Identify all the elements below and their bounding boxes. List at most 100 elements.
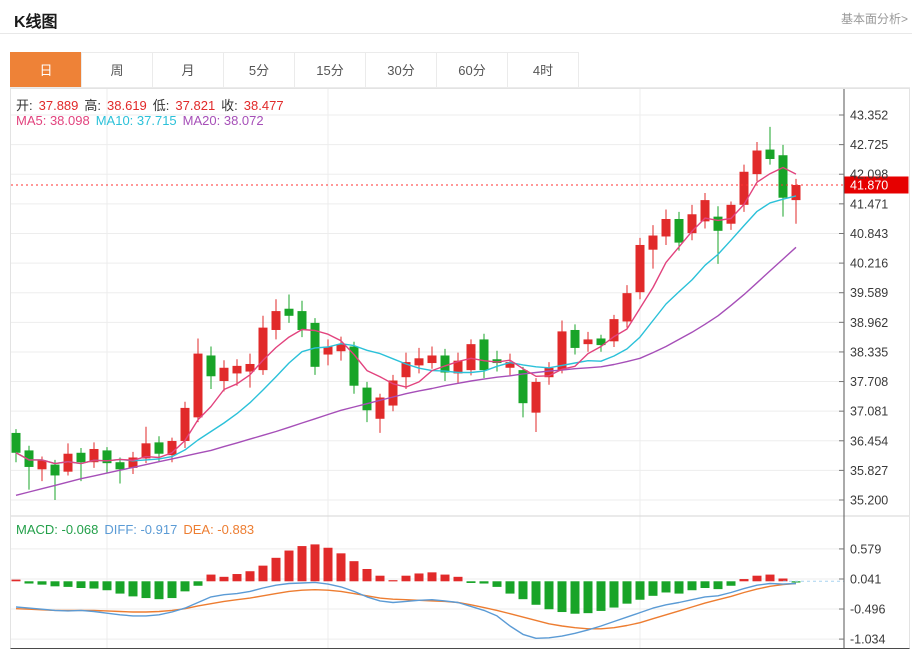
- macd-bar-neg: [141, 581, 151, 599]
- candle-body-up: [63, 453, 73, 472]
- macd-bar-pos: [284, 550, 294, 582]
- macd-bar-neg: [102, 581, 112, 591]
- tab-bar-underline: [10, 87, 910, 88]
- y-axis-label: 39.589: [850, 286, 888, 300]
- candle-body-up: [219, 367, 229, 381]
- y-axis-label: 35.200: [850, 494, 888, 508]
- macd-bar-pos: [219, 576, 229, 582]
- tab-interval-0[interactable]: 日: [10, 52, 82, 88]
- candle-body-down: [518, 370, 528, 404]
- macd-bar-pos: [362, 568, 372, 582]
- tab-interval-5[interactable]: 30分: [365, 52, 437, 88]
- macd-legend-label-0: MACD: -0.068: [16, 522, 99, 537]
- fundamental-analysis-link[interactable]: 基本面分析>: [840, 12, 908, 26]
- macd-bar-pos: [232, 574, 242, 582]
- candle-body-down: [765, 149, 775, 160]
- y-axis-label: 0.579: [850, 542, 881, 556]
- candle-body-up: [752, 150, 762, 175]
- candle-body-up: [271, 311, 281, 330]
- y-axis-label: 43.352: [850, 109, 888, 123]
- ohlc-legend-value-0: 37.889: [38, 98, 79, 113]
- candle-body-down: [24, 450, 34, 467]
- candle-body-up: [375, 397, 385, 419]
- y-axis-label: 38.962: [850, 316, 888, 330]
- y-axis-label: 42.098: [850, 168, 888, 182]
- ohlc-legend-value-3: 38.477: [243, 98, 284, 113]
- tab-interval-6[interactable]: 60分: [436, 52, 508, 88]
- last-price-tag: [844, 176, 909, 194]
- macd-bar-pos: [206, 574, 216, 582]
- macd-bar-pos: [245, 571, 255, 582]
- candle-body-down: [76, 452, 86, 463]
- macd-bar-neg: [89, 581, 99, 589]
- candle-body-up: [232, 365, 242, 374]
- candle-body-down: [492, 359, 502, 364]
- candle-body-up: [557, 331, 567, 371]
- candle-body-up: [141, 443, 151, 459]
- candle-body-down: [440, 355, 450, 373]
- macd-bar-neg: [76, 581, 86, 588]
- ohlc-legend: 开: 37.889 高: 38.619 低: 37.821 收: 38.477: [16, 95, 290, 114]
- macd-bar-neg: [479, 581, 489, 584]
- candle-body-down: [479, 339, 489, 371]
- tab-interval-7[interactable]: 4时: [507, 52, 579, 88]
- candle-body-down: [349, 346, 359, 386]
- candle-body-up: [531, 381, 541, 413]
- macd-bar-neg: [492, 581, 502, 587]
- macd-bar-pos: [778, 578, 788, 582]
- y-axis-label: 36.454: [850, 434, 888, 448]
- ma20-line: [15, 246, 797, 496]
- ma-legend-label-1: MA10: 37.715: [95, 113, 177, 128]
- macd-legend-label-1: DIFF: -0.917: [104, 522, 178, 537]
- macd-bar-neg: [557, 581, 567, 613]
- macd-bar-neg: [674, 581, 684, 594]
- macd-bar-pos: [765, 574, 775, 582]
- tab-interval-2[interactable]: 月: [152, 52, 224, 88]
- macd-bar-pos: [349, 561, 359, 582]
- diff-line: [15, 581, 797, 639]
- candle-body-up: [661, 218, 671, 237]
- macd-bar-neg: [24, 581, 34, 584]
- ma10-line: [15, 195, 797, 465]
- ohlc-legend-value-2: 37.821: [175, 98, 216, 113]
- candle-body-up: [583, 339, 593, 345]
- tab-interval-1[interactable]: 周: [81, 52, 153, 88]
- tab-interval-3[interactable]: 5分: [223, 52, 295, 88]
- macd-bar-neg: [63, 581, 73, 587]
- candle-body-up: [700, 200, 710, 222]
- macd-bar-neg: [180, 581, 190, 592]
- chart-canvas[interactable]: 41.870 43.352 42.725 42.098 41.471 40.843 40.2…: [11, 89, 909, 648]
- macd-bar-neg: [115, 581, 125, 594]
- candle-body-down: [154, 442, 164, 454]
- candle-body-up: [89, 448, 99, 463]
- candle-body-down: [570, 329, 580, 348]
- macd-bar-neg: [466, 581, 476, 583]
- candle-body-up: [427, 355, 437, 364]
- macd-bar-pos: [752, 575, 762, 582]
- macd-bar-neg: [596, 581, 606, 611]
- ohlc-legend-value-1: 38.619: [107, 98, 147, 113]
- candle-body-down: [596, 338, 606, 346]
- macd-bar-neg: [505, 581, 515, 594]
- macd-bar-neg: [193, 581, 203, 586]
- macd-bar-pos: [453, 576, 463, 582]
- macd-legend-label-2: DEA: -0.883: [183, 522, 255, 537]
- ohlc-legend-label-3: 收:: [221, 98, 238, 113]
- macd-bar-neg: [713, 581, 723, 590]
- macd-bar-pos: [323, 547, 333, 582]
- tab-interval-4[interactable]: 15分: [294, 52, 366, 88]
- macd-bar-pos: [297, 546, 307, 582]
- ohlc-legend-label-0: 开:: [16, 98, 33, 113]
- candle-body-up: [622, 293, 632, 322]
- y-axis-label: -1.034: [850, 633, 885, 647]
- y-axis-label: 38.335: [850, 345, 888, 359]
- kline-chart[interactable]: 开: 37.889 高: 38.619 低: 37.821 收: 38.477 MA5: 38…: [10, 88, 910, 649]
- macd-legend: MACD: -0.068 DIFF: -0.917 DEA: -0.883: [16, 522, 260, 537]
- macd-bar-neg: [791, 581, 801, 583]
- macd-bar-pos: [427, 572, 437, 582]
- macd-bar-neg: [661, 581, 671, 593]
- macd-bar-pos: [440, 574, 450, 582]
- macd-bar-neg: [167, 581, 177, 599]
- macd-bar-neg: [128, 581, 138, 597]
- last-price-tag-text: 41.870: [850, 178, 888, 192]
